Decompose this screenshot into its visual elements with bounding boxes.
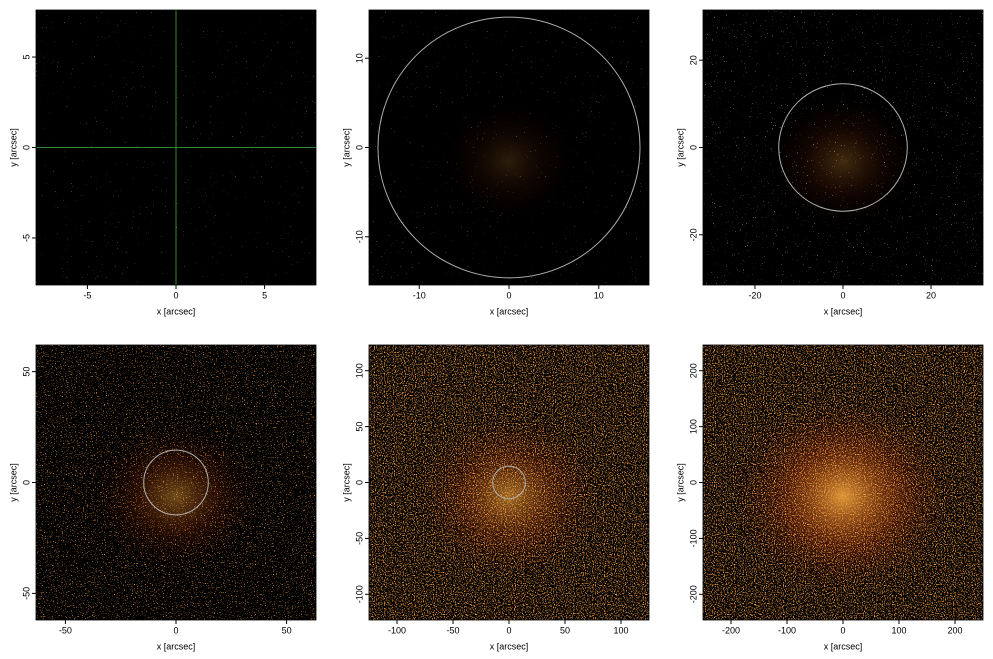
x-tick-label: 5 <box>262 290 267 300</box>
y-tick-label: 0 <box>21 145 31 150</box>
panel: -20 0 20 -20 0 20 x [arcsec] y [arcsec] <box>675 9 984 316</box>
y-tick-label: 5 <box>21 55 31 60</box>
x-tick-label: -50 <box>446 625 459 635</box>
y-tick-label: 100 <box>354 363 364 378</box>
x-tick-label: 10 <box>594 290 604 300</box>
y-tick-label: -50 <box>354 532 364 545</box>
x-axis-label: x [arcsec] <box>490 641 529 651</box>
y-tick-label: -200 <box>688 585 698 603</box>
x-tick-label: -5 <box>83 290 91 300</box>
panel: -50 0 50 -50 0 50 x [arcsec] y [arcsec] <box>8 344 317 651</box>
extraction-circle <box>492 465 526 500</box>
y-tick-label: -100 <box>688 529 698 547</box>
y-tick-label: 0 <box>688 480 698 485</box>
y-tick-label: 0 <box>21 480 31 485</box>
x-tick-label: 100 <box>613 625 628 635</box>
y-tick-label: -50 <box>21 587 31 600</box>
panel: -10 0 10 -10 0 10 x [arcsec] y [arcsec] <box>341 9 650 316</box>
x-tick-label: -100 <box>778 625 796 635</box>
y-tick-label: -5 <box>21 234 31 242</box>
x-tick-label: 50 <box>282 625 292 635</box>
x-tick-label: 0 <box>506 290 511 300</box>
x-axis-label: x [arcsec] <box>157 641 196 651</box>
x-axis-label: x [arcsec] <box>490 306 529 316</box>
x-axis-label: x [arcsec] <box>157 306 196 316</box>
y-axis-label: y [arcsec] <box>341 463 351 502</box>
panel: -100 -50 0 50 100 -100 -50 0 50 100 x [arcsec] y [a… <box>341 344 650 651</box>
image-pixels <box>369 10 649 285</box>
x-tick-label: 50 <box>560 625 570 635</box>
image-pixels <box>703 345 983 620</box>
y-tick-label: 200 <box>688 363 698 378</box>
x-axis-label: x [arcsec] <box>824 641 863 651</box>
x-tick-label: -200 <box>722 625 740 635</box>
y-axis-label: y [arcsec] <box>8 463 18 502</box>
y-tick-label: -20 <box>688 228 698 241</box>
x-tick-label: 0 <box>173 290 178 300</box>
x-axis-label: x [arcsec] <box>824 306 863 316</box>
y-axis-label: y [arcsec] <box>341 128 351 167</box>
y-tick-label: 0 <box>354 480 364 485</box>
y-axis-label: y [arcsec] <box>675 128 685 167</box>
x-tick-label: 100 <box>891 625 906 635</box>
x-tick-label: 0 <box>506 625 511 635</box>
extraction-circle <box>143 449 209 516</box>
y-tick-label: 0 <box>354 145 364 150</box>
y-axis-label: y [arcsec] <box>675 463 685 502</box>
x-tick-label: -100 <box>388 625 406 635</box>
y-tick-label: 20 <box>688 55 698 65</box>
x-tick-label: 0 <box>840 290 845 300</box>
x-tick-label: -20 <box>748 290 761 300</box>
image-pixels <box>703 10 983 285</box>
x-tick-label: 20 <box>926 290 936 300</box>
image-pixels <box>36 345 316 620</box>
x-tick-label: -50 <box>59 625 72 635</box>
y-tick-label: 50 <box>354 422 364 432</box>
x-tick-label: 200 <box>947 625 962 635</box>
image-pixels <box>369 345 649 620</box>
x-tick-label: -10 <box>413 290 426 300</box>
y-tick-label: -10 <box>354 230 364 243</box>
y-axis-label: y [arcsec] <box>8 128 18 167</box>
extraction-circle <box>377 16 641 279</box>
panel: -5 0 5 -5 0 5 x [arcsec] y [arcsec] <box>8 9 317 316</box>
y-tick-label: 100 <box>688 419 698 434</box>
extraction-circle <box>778 83 908 212</box>
y-tick-label: -100 <box>354 585 364 603</box>
y-tick-label: 0 <box>688 145 698 150</box>
y-tick-label: 50 <box>21 367 31 377</box>
x-tick-label: 0 <box>840 625 845 635</box>
panel: -200 -100 0 100 200 -200 -100 0 100 200 x [arcsec]… <box>675 344 984 651</box>
x-tick-label: 0 <box>173 625 178 635</box>
y-tick-label: 10 <box>354 53 364 63</box>
